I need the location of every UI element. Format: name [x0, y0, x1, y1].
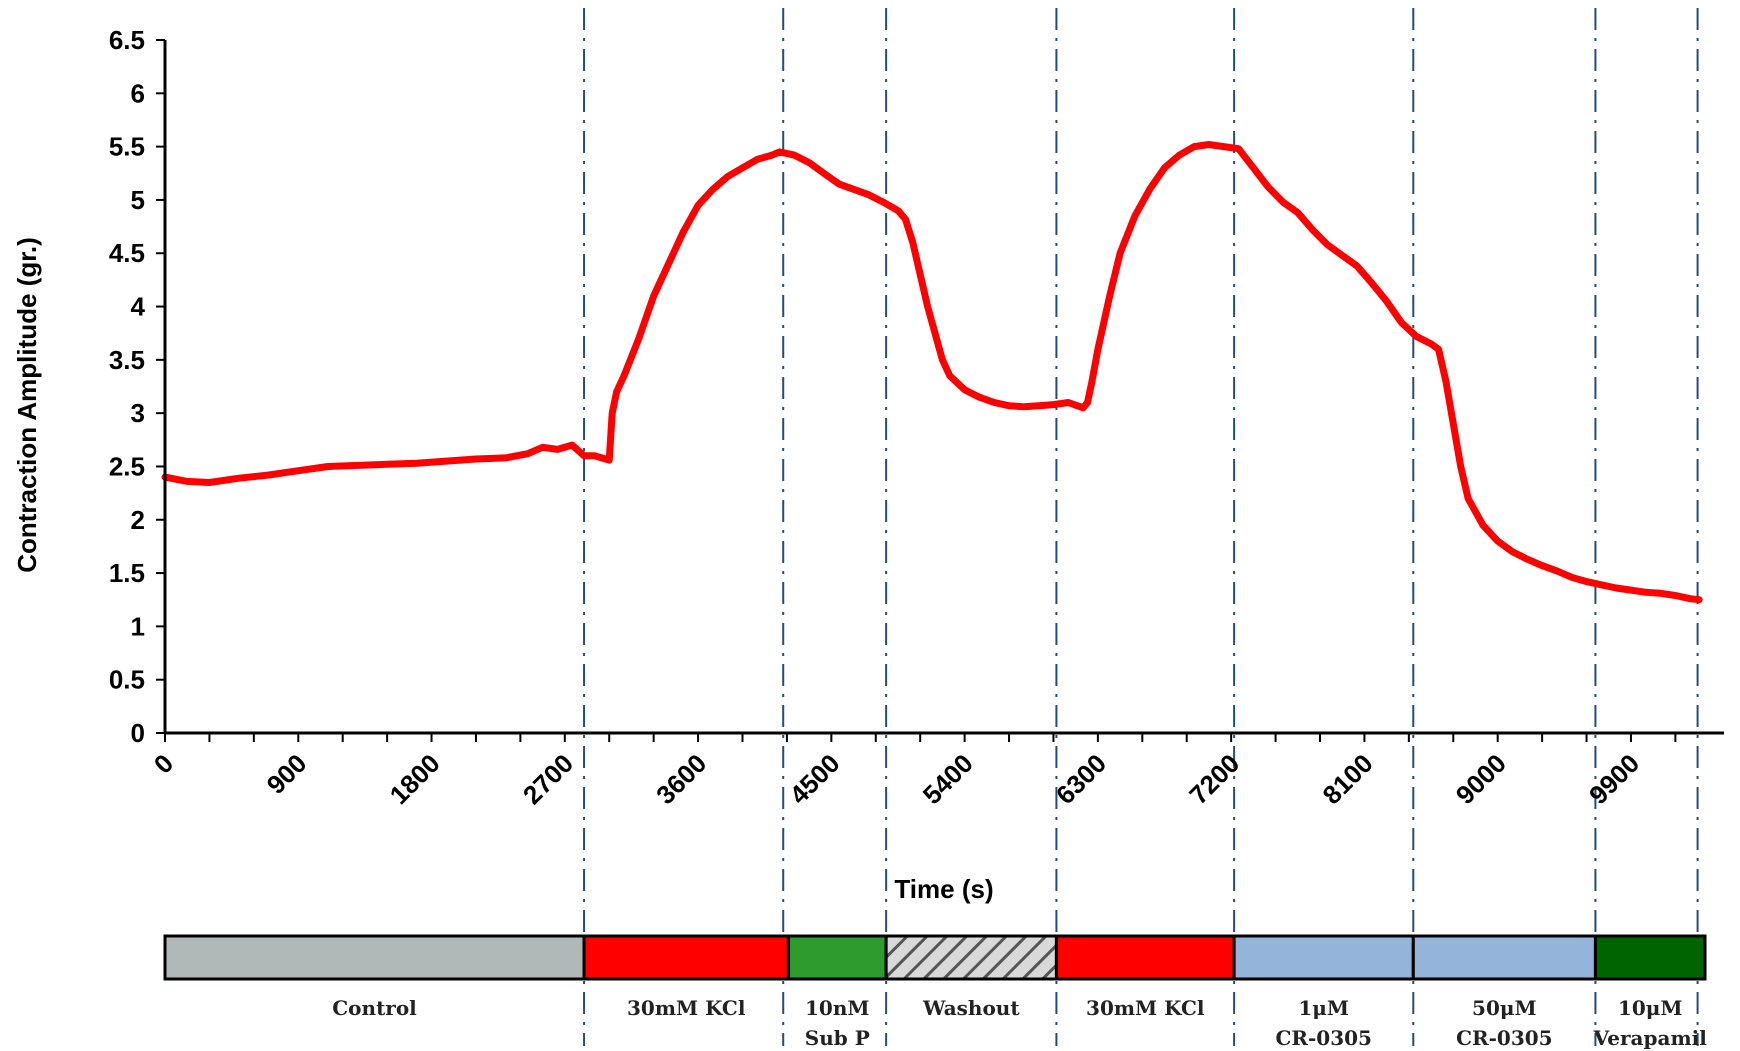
x-tick-label: 3600: [650, 748, 712, 810]
phase-label-6: 1μM: [1298, 996, 1349, 1020]
y-tick-label: 3.5: [109, 345, 145, 375]
phase-segment-8: [1593, 934, 1707, 981]
x-tick-label: 2700: [517, 748, 579, 810]
y-tick-label: 1: [131, 611, 145, 641]
phase-dividers: [583, 8, 1699, 1046]
phase-label-6: CR-0305: [1275, 1026, 1372, 1050]
y-tick-label: 2.5: [109, 451, 145, 481]
phase-label-2: 30mM KCl: [627, 996, 746, 1020]
y-axis-title: Contraction Amplitude (gr.): [12, 237, 42, 573]
phase-label-8: 10μM: [1618, 996, 1683, 1020]
y-tick-label: 4.5: [109, 238, 145, 268]
y-tick-label: 5: [131, 185, 145, 215]
phase-segment-6: [1232, 934, 1415, 981]
series-line-1: [161, 141, 1703, 604]
phase-label-7: 50μM: [1472, 996, 1537, 1020]
axes: [156, 39, 1724, 742]
y-tick-label: 6.5: [109, 25, 145, 55]
y-tick-label: 5.5: [109, 132, 145, 162]
phase-segment-1: [163, 934, 586, 981]
x-tick-labels: 0 900 1800 2700 3600 4500 5400 6300 7200 8100 9000…: [148, 748, 1645, 810]
y-tick-label: 1.5: [109, 558, 145, 588]
phase-label-4: Washout: [922, 996, 1020, 1020]
y-tick-label: 4: [131, 292, 146, 322]
y-tick-label: 2: [131, 505, 145, 535]
phase-label-1: Control: [332, 996, 417, 1020]
phase-label-3: 10nM: [805, 996, 870, 1020]
y-tick-labels: 0 0.5 1 1.5 2 2.5 3 3.5 4 4.5 5 5.5 6 6.5: [109, 25, 146, 748]
x-tick-label: 6300: [1050, 748, 1112, 810]
series-layer: [161, 141, 1703, 604]
x-tick-label: 0: [148, 748, 179, 779]
y-tick-label: 6: [131, 78, 145, 108]
x-axis-title: Time (s): [894, 874, 993, 904]
phase-segment-4: [884, 934, 1058, 981]
phase-segment-7: [1411, 934, 1597, 981]
y-tick-label: 3: [131, 398, 145, 428]
x-tick-label: 1800: [384, 748, 446, 810]
x-tick-label: 4500: [783, 748, 845, 810]
y-tick-label: 0: [131, 718, 145, 748]
x-tick-label: 5400: [917, 748, 979, 810]
phase-segment-3: [786, 934, 888, 981]
x-tick-label: 900: [261, 748, 313, 800]
x-tick-label: 9900: [1583, 748, 1645, 810]
phase-label-7: CR-0305: [1456, 1026, 1553, 1050]
x-tick-label: 8100: [1317, 748, 1379, 810]
phase-label-3: Sub P: [805, 1026, 870, 1050]
phase-label-8: Verapamil: [1593, 1026, 1708, 1050]
phase-label-5: 30mM KCl: [1086, 996, 1205, 1020]
x-tick-label: 7200: [1183, 748, 1245, 810]
phase-bar: [163, 934, 1707, 981]
phase-segment-2: [582, 934, 790, 981]
y-tick-label: 0.5: [109, 665, 145, 695]
phase-segment-5: [1054, 934, 1236, 981]
x-tick-label: 9000: [1450, 748, 1512, 810]
phase-labels: Control 30mM KCl 10nM Sub P Washout 30mM KCl 1…: [332, 996, 1707, 1050]
